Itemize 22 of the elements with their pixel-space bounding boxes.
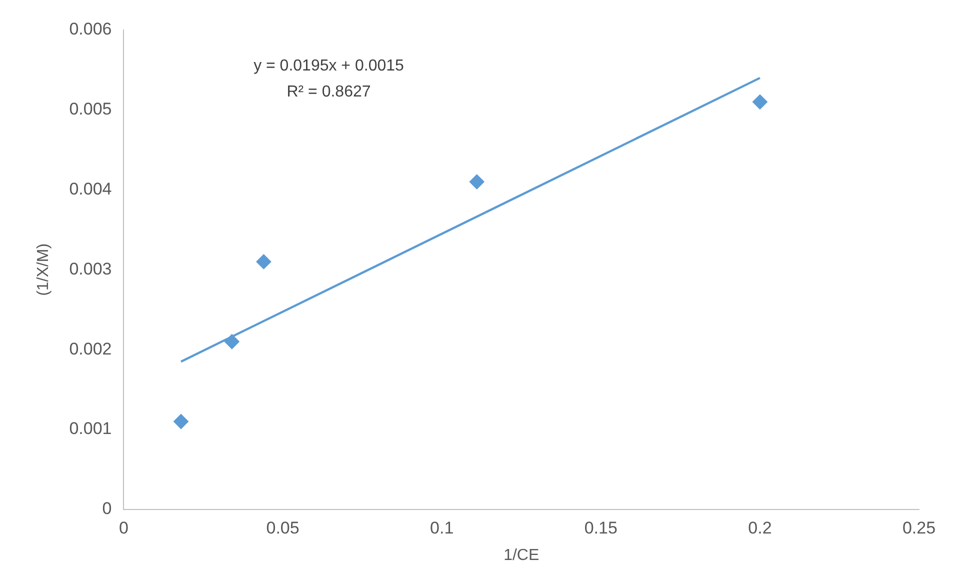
point [256,254,272,270]
point [469,174,484,190]
y-tick-label: 0.003 [69,259,112,278]
y-axis-title: (1/X/M) [35,243,52,296]
y-tick-label: 0.004 [69,179,112,198]
y-tick-label: 0 [102,499,112,518]
y-tick-label: 0.006 [69,20,112,39]
annotation: R² = 0.8627 [286,83,371,100]
point [174,414,188,430]
point [752,94,768,110]
x-tick-label: 0.25 [902,518,936,538]
x-tick-label: 0.2 [748,518,772,538]
annotation: y = 0.0195x + 0.0015 [254,57,404,74]
point [224,334,240,350]
x-axis-title: 1/CE [504,546,540,564]
y-tick-label: 0.005 [69,100,112,119]
y-tick-label: 0.002 [69,339,112,358]
y-tick-label: 0.001 [69,419,112,438]
x-tick-label: 0.15 [584,518,618,538]
x-tick-label: 0.1 [430,518,454,538]
x-tick-label: 0.05 [266,518,300,538]
x-tick-label: 0 [119,518,128,538]
